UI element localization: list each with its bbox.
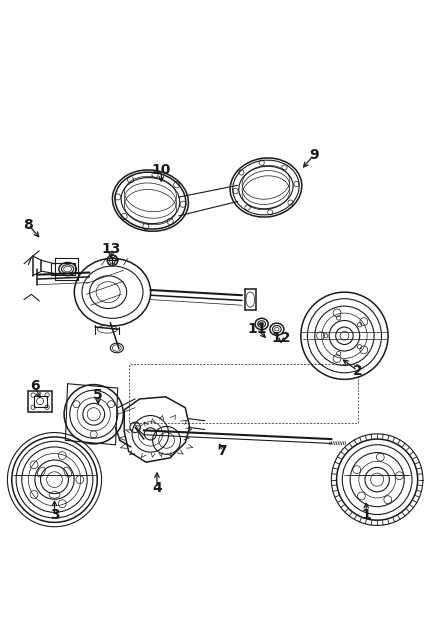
Text: 5: 5 [93, 388, 103, 402]
Text: 11: 11 [248, 322, 267, 337]
Text: 1: 1 [361, 508, 371, 522]
Text: 4: 4 [152, 481, 162, 495]
Text: 13: 13 [102, 242, 121, 256]
Text: 7: 7 [218, 444, 227, 458]
Bar [51, 263, 75, 275]
Text: 3: 3 [50, 508, 59, 522]
Text: 2: 2 [353, 363, 362, 378]
Text: 6: 6 [30, 379, 40, 393]
Text: 9: 9 [309, 148, 319, 162]
Bar [28, 391, 52, 412]
Bar [34, 395, 47, 406]
Text: 12: 12 [272, 331, 291, 345]
Text: 8: 8 [24, 217, 33, 231]
Text: 10: 10 [152, 163, 171, 177]
